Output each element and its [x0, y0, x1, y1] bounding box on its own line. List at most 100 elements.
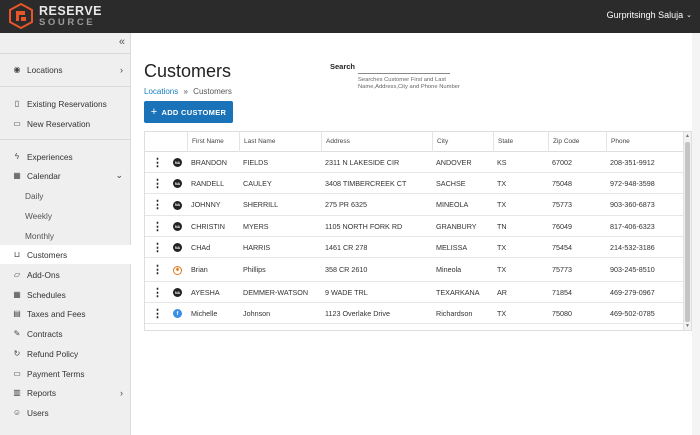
cell-last: HARRIS	[243, 242, 271, 252]
sidebar-item-daily[interactable]: Daily	[0, 186, 131, 205]
receipt-icon: ▤	[13, 309, 21, 318]
sidebar-item-label: Payment Terms	[27, 368, 85, 379]
cell-phone: 469-502-0785	[610, 308, 655, 318]
row-menu-icon[interactable]: ⋮	[152, 220, 163, 233]
cell-last: DEMMER-WATSON	[243, 287, 309, 297]
sidebar-item-new-reservation[interactable]: ▭ New Reservation	[0, 114, 131, 133]
sidebar-item-payment-terms[interactable]: ▭ Payment Terms	[0, 364, 131, 383]
chevron-down-icon: ⌄	[115, 170, 123, 180]
add-customer-button[interactable]: + ADD CUSTOMER	[144, 101, 233, 123]
row-menu-icon[interactable]: ⋮	[152, 199, 163, 211]
table-row[interactable]: ⋮ NA AYESHA DEMMER-WATSON 9 WADE TRL TEXARKAN…	[145, 282, 685, 303]
cell-state: TX	[497, 265, 507, 274]
cell-address: 9 WADE TRL	[325, 287, 368, 297]
scrollbar-thumb[interactable]	[685, 142, 690, 322]
row-menu-icon[interactable]: ⋮	[152, 307, 163, 320]
lightning-icon: ϟ	[14, 152, 20, 161]
table-row[interactable]: ⋮ NA CHRISTIN MYERS 1105 NORTH FORK RD GRANBU…	[145, 216, 685, 237]
cell-state: TX	[497, 200, 507, 209]
cell-city: TEXARKANA	[436, 287, 480, 297]
sidebar: « ◉ Locations › ▯ Existing Reservations …	[0, 33, 131, 435]
sidebar-item-label: Reports	[27, 387, 57, 398]
table-row[interactable]: ⋮ NA CHAd HARRIS 1461 CR 278 MELISSA TX 75454 21…	[145, 237, 685, 258]
sidebar-item-reports[interactable]: ▥ Reports ›	[0, 383, 131, 402]
brand-name-line2: SOURCE	[39, 17, 96, 28]
table-row[interactable]: ⋮ NA JOHNNY SHERRILL 275 PR 6325 MINEOLA TX 757…	[145, 194, 685, 216]
column-header-first-name[interactable]: First Name	[187, 132, 239, 152]
page-title: Customers	[144, 61, 232, 81]
column-header-state[interactable]: State	[493, 132, 548, 152]
search-label: Search	[330, 62, 356, 71]
calendar-grid-icon: ▦	[13, 290, 21, 299]
sidebar-item-label: Monthly	[25, 230, 55, 241]
sidebar-item-weekly[interactable]: Weekly	[0, 206, 131, 225]
sidebar-item-schedules[interactable]: ▦ Schedules	[0, 285, 131, 304]
table-row[interactable]: ⋮ NA BRANDON FIELDS 2311 N LAKESIDE CIR ANDOV…	[145, 152, 685, 173]
cell-last: Johnson	[243, 308, 271, 318]
cell-first: BRANDON	[191, 157, 227, 167]
sidebar-item-label: Weekly	[25, 210, 53, 221]
column-header-zip-code[interactable]: Zip Code	[548, 132, 606, 152]
table-row[interactable]: ⋮ NA RANDELL CAULEY 3408 TIMBERCREEK CT SACHS…	[145, 173, 685, 194]
document-icon: ▯	[14, 99, 20, 108]
cell-last: FIELDS	[243, 157, 269, 167]
sidebar-item-label: Locations	[27, 64, 63, 75]
sidebar-item-taxes-and-fees[interactable]: ▤ Taxes and Fees	[0, 304, 131, 323]
sidebar-item-locations[interactable]: ◉ Locations ›	[0, 60, 131, 79]
search-input[interactable]	[358, 61, 450, 74]
sidebar-item-experiences[interactable]: ϟ Experiences	[0, 147, 131, 166]
row-menu-icon[interactable]: ⋮	[152, 241, 163, 254]
scroll-up-icon[interactable]: ▲	[685, 133, 690, 139]
breadcrumb-link-locations[interactable]: Locations	[144, 87, 179, 96]
table-scrollbar[interactable]: ▲ ▼	[683, 132, 691, 330]
sidebar-item-refund-policy[interactable]: ↻ Refund Policy	[0, 344, 131, 363]
row-menu-icon[interactable]: ⋮	[152, 286, 163, 299]
customer-avatar: NA	[173, 158, 182, 167]
column-header-phone[interactable]: Phone	[606, 132, 685, 152]
sidebar-item-monthly[interactable]: Monthly	[0, 226, 131, 245]
column-header-city[interactable]: City	[432, 132, 493, 152]
user-menu[interactable]: Gurpritsingh Saluja ⌄	[607, 10, 692, 20]
sidebar-item-label: Customers	[27, 249, 68, 260]
ticket-icon: ▭	[13, 119, 21, 128]
cell-city: MINEOLA	[436, 200, 469, 209]
search-hint: Searches Customer First and Last Name,Ad…	[358, 77, 460, 91]
cell-first: RANDELL	[191, 178, 225, 188]
cell-zip: 76049	[552, 221, 572, 231]
column-header-address[interactable]: Address	[321, 132, 432, 152]
cell-state: KS	[497, 157, 507, 167]
cell-first: CHRISTIN	[191, 221, 225, 231]
sidebar-item-users[interactable]: ☺ Users	[0, 403, 131, 422]
cell-first: Michelle	[191, 308, 218, 318]
cell-phone: 972-948-3598	[610, 178, 655, 188]
cell-first: AYESHA	[191, 287, 220, 297]
row-menu-icon[interactable]: ⋮	[152, 156, 163, 169]
sidebar-item-calendar[interactable]: ▦ Calendar ⌄	[0, 166, 131, 185]
row-menu-icon[interactable]: ⋮	[152, 264, 163, 276]
chart-icon: ▥	[13, 388, 21, 397]
table-row[interactable]: ⋮ ✱ Brian Phillips 358 CR 2610 Mineola TX 75773…	[145, 258, 685, 282]
calendar-icon: ▦	[13, 171, 21, 180]
sidebar-item-label: Existing Reservations	[27, 98, 107, 109]
table-row[interactable]: ⋮ f Michelle Johnson 1123 Overlake Drive Rich…	[145, 303, 685, 324]
sidebar-item-contracts[interactable]: ✎ Contracts	[0, 324, 131, 343]
page-scrollbar[interactable]	[692, 33, 700, 435]
scroll-down-icon[interactable]: ▼	[685, 323, 690, 329]
cell-zip: 75773	[552, 265, 572, 274]
cell-phone: 903-360-6873	[610, 200, 655, 209]
cell-phone: 214-532-3186	[610, 242, 655, 252]
cell-last: CAULEY	[243, 178, 272, 188]
column-header-last-name[interactable]: Last Name	[239, 132, 321, 152]
sidebar-item-customers[interactable]: ⊔ Customers	[0, 245, 131, 264]
cell-city: ANDOVER	[436, 157, 472, 167]
brand-logo[interactable]: RESERVE SOURCE	[8, 3, 102, 29]
collapse-sidebar-icon[interactable]: «	[118, 36, 125, 48]
cell-city: Richardson	[436, 308, 473, 318]
sidebar-item-add-ons[interactable]: ▱ Add-Ons	[0, 265, 131, 284]
column-header-actions	[145, 132, 187, 152]
cell-zip: 75080	[552, 308, 572, 318]
sidebar-item-existing-reservations[interactable]: ▯ Existing Reservations	[0, 94, 131, 113]
row-menu-icon[interactable]: ⋮	[152, 177, 163, 190]
sidebar-item-label: Taxes and Fees	[27, 308, 86, 319]
cell-first: Brian	[191, 265, 208, 274]
